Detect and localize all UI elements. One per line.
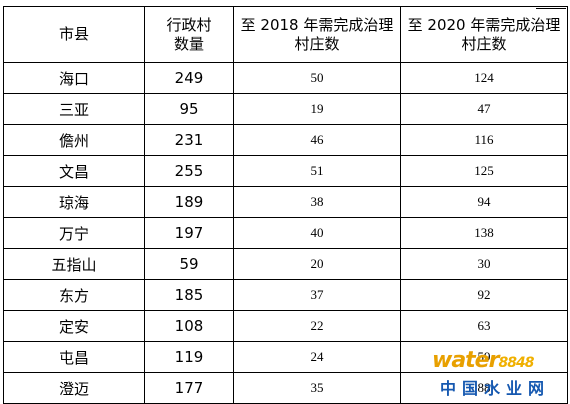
county-name-cell: 三亚	[3, 93, 145, 125]
target-2018-cell: 51	[233, 155, 401, 187]
header-target-2020: 至 2020 年需完成治理 村庄数	[400, 6, 568, 63]
target-2020-cell: 47	[400, 93, 568, 125]
county-name-cell: 海口	[3, 62, 145, 94]
header-target-2020-text: 至 2020 年需完成治理 村庄数	[407, 15, 561, 53]
watermark-chinese: 中国水业网	[440, 379, 551, 398]
target-2018-cell: 22	[233, 310, 401, 342]
target-2020-cell: 63	[400, 310, 568, 342]
header-village-count: 行政村 数量	[144, 6, 234, 63]
county-name-cell: 儋州	[3, 124, 145, 156]
header-target-2018: 至 2018 年需完成治理 村庄数	[233, 6, 401, 63]
target-2020-cell: 125	[400, 155, 568, 187]
village-count-cell: 231	[144, 124, 234, 156]
header-county: 市县	[3, 6, 145, 63]
village-count-cell: 197	[144, 217, 234, 249]
county-name-cell: 万宁	[3, 217, 145, 249]
target-2020-cell: 138	[400, 217, 568, 249]
county-name-cell: 东方	[3, 279, 145, 311]
village-count-cell: 177	[144, 372, 234, 404]
target-2020-cell: 92	[400, 279, 568, 311]
table-row: 琼海 189 38 94	[3, 186, 568, 218]
target-2018-cell: 20	[233, 248, 401, 280]
table-row: 海口 249 50 124	[3, 62, 568, 94]
table-row: 屯昌 119 24 59	[3, 341, 568, 373]
table-header-row: 市县 行政村 数量 至 2018 年需完成治理 村庄数 至 2020 年需完成治理村…	[3, 6, 568, 63]
table-row: 五指山 59 20 30	[3, 248, 568, 280]
target-2020-cell: 30	[400, 248, 568, 280]
table-row: 定安 108 22 63	[3, 310, 568, 342]
header-village-count-text: 行政村 数量	[166, 15, 212, 53]
target-2018-cell: 19	[233, 93, 401, 125]
village-count-cell: 255	[144, 155, 234, 187]
table-row: 东方 185 37 92	[3, 279, 568, 311]
village-count-cell: 95	[144, 93, 234, 125]
target-2020-cell: 59	[400, 341, 568, 373]
target-2020-cell: 88	[400, 372, 568, 404]
target-2018-cell: 38	[233, 186, 401, 218]
table-row: 澄迈 177 35 88	[3, 372, 568, 404]
target-2020-cell: 124	[400, 62, 568, 94]
village-count-cell: 185	[144, 279, 234, 311]
target-2018-cell: 46	[233, 124, 401, 156]
target-2020-cell: 94	[400, 186, 568, 218]
watermark-logo: water8848 中国水业网	[432, 348, 566, 398]
target-2020-cell: 116	[400, 124, 568, 156]
header-target-2018-text: 至 2018 年需完成治理 村庄数	[240, 15, 394, 53]
target-2018-cell: 37	[233, 279, 401, 311]
village-governance-table: 市县 行政村 数量 至 2018 年需完成治理 村庄数 至 2020 年需完成治理村…	[3, 6, 568, 404]
county-name-cell: 五指山	[3, 248, 145, 280]
village-count-cell: 189	[144, 186, 234, 218]
county-name-cell: 定安	[3, 310, 145, 342]
county-name-cell: 文昌	[3, 155, 145, 187]
village-count-cell: 119	[144, 341, 234, 373]
target-2018-cell: 24	[233, 341, 401, 373]
county-name-cell: 澄迈	[3, 372, 145, 404]
table-row: 文昌 255 51 125	[3, 155, 568, 187]
watermark-brand: water8848	[432, 348, 534, 373]
village-count-cell: 59	[144, 248, 234, 280]
table-row: 三亚 95 19 47	[3, 93, 568, 125]
table-row: 万宁 197 40 138	[3, 217, 568, 249]
county-name-cell: 屯昌	[3, 341, 145, 373]
county-name-cell: 琼海	[3, 186, 145, 218]
table-row: 儋州 231 46 116	[3, 124, 568, 156]
village-count-cell: 108	[144, 310, 234, 342]
target-2018-cell: 40	[233, 217, 401, 249]
target-2018-cell: 35	[233, 372, 401, 404]
village-count-cell: 249	[144, 62, 234, 94]
target-2018-cell: 50	[233, 62, 401, 94]
